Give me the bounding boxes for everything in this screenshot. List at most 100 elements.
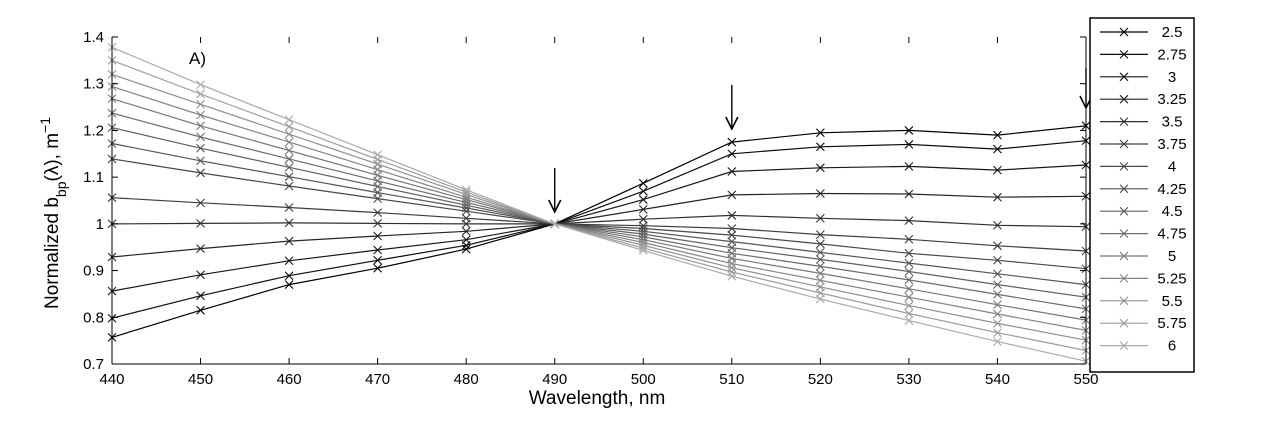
y-axis-title-mid: (λ), m — [42, 133, 63, 182]
plot-layer — [107, 42, 1091, 366]
data-point-4.25-540 — [993, 269, 1002, 279]
data-point-2.75-510 — [727, 149, 737, 159]
legend-label-4.5: 4.5 — [1162, 203, 1183, 220]
data-point-6-540 — [993, 337, 1002, 346]
series-line-5.75 — [111, 59, 1087, 352]
data-point-3-470 — [373, 245, 383, 255]
series-line-2.5 — [111, 125, 1087, 338]
data-point-2.5-540 — [993, 130, 1002, 140]
annotation-arrows — [548, 68, 1093, 214]
data-point-5.5-450 — [196, 99, 205, 109]
data-point-5.75-450 — [196, 89, 205, 99]
legend-swatch-marker-2.75 — [1119, 50, 1129, 59]
data-point-3.5-520 — [815, 213, 825, 223]
data-point-4.5-450 — [196, 143, 205, 153]
legend-swatch-marker-4.75 — [1119, 229, 1129, 238]
data-point-3-480 — [461, 235, 471, 245]
data-point-3.75-470 — [373, 208, 383, 218]
y-axis-title-base: Normalized b — [42, 197, 63, 309]
data-point-3-450 — [196, 270, 205, 280]
data-point-4.75-520 — [815, 261, 825, 271]
panel-label: A) — [189, 49, 206, 68]
data-point-3.25-500 — [638, 204, 648, 214]
y-axis-title-sup: −1 — [37, 117, 53, 133]
x-tick-label-520: 520 — [808, 371, 833, 388]
series-line-4.5 — [111, 127, 1087, 298]
data-point-4.5-460 — [284, 162, 294, 172]
x-axis-title: Wavelength, nm — [529, 388, 666, 409]
data-point-4.5-540 — [993, 280, 1002, 289]
legend-label-4.75: 4.75 — [1157, 226, 1186, 243]
data-point-6-490 — [550, 219, 560, 229]
legend-swatch-marker-5.25 — [1119, 274, 1129, 283]
x-tick-label-500: 500 — [631, 371, 656, 388]
data-point-2.75-500 — [638, 186, 648, 196]
data-point-2.5-480 — [461, 244, 471, 254]
data-point-4.75-530 — [904, 275, 914, 285]
x-tick-label-510: 510 — [719, 371, 744, 388]
series-line-3.25 — [111, 192, 1087, 258]
y-tick-label-1: 1 — [96, 216, 104, 233]
legend-swatch-marker-2.5 — [1119, 27, 1129, 37]
data-point-5-460 — [284, 146, 294, 155]
data-point-2.75-470 — [373, 255, 383, 265]
y-tick-label-1.4: 1.4 — [83, 29, 104, 46]
data-point-3.75-460 — [284, 203, 294, 212]
data-point-5.75-510 — [727, 267, 737, 277]
data-point-5.5-540 — [993, 318, 1002, 328]
data-point-3.25-470 — [373, 231, 383, 241]
x-tick-label-460: 460 — [277, 371, 302, 388]
series-line-3 — [111, 164, 1087, 292]
data-point-2.5-520 — [815, 128, 825, 138]
legend-swatch-marker-3 — [1119, 72, 1129, 82]
series-line-5 — [111, 98, 1087, 321]
legend: 2.5 2.75 3 3.25 3.5 3.75 4 4.25 4.5 4.75 5 5.25 5.5 5… — [1089, 17, 1195, 373]
data-point-5.25-460 — [284, 137, 294, 147]
data-point-3.25-460 — [284, 236, 294, 246]
data-point-5.75-530 — [904, 309, 914, 318]
data-point-5.5-530 — [904, 301, 914, 310]
y-axis-title-sub: bp — [53, 181, 69, 197]
data-point-5.25-530 — [904, 292, 914, 302]
data-point-6-530 — [904, 316, 914, 325]
data-point-5-450 — [196, 121, 205, 131]
data-point-5.25-450 — [196, 110, 205, 120]
legend-label-5.25: 5.25 — [1157, 270, 1186, 287]
arrow-head-510 — [725, 116, 739, 131]
data-point-4.5-530 — [904, 267, 914, 276]
data-point-2.5-450 — [196, 305, 205, 315]
data-point-3.75-530 — [904, 234, 914, 244]
data-point-4-520 — [815, 239, 825, 249]
x-tick-label-550: 550 — [1073, 371, 1098, 388]
data-point-4.5-520 — [815, 254, 825, 264]
data-point-3.5-540 — [993, 220, 1002, 230]
legend-label-4.25: 4.25 — [1157, 181, 1186, 198]
series-line-4.75 — [111, 112, 1087, 310]
data-point-3.5-510 — [727, 211, 737, 220]
data-point-4-530 — [904, 248, 914, 258]
data-point-5.75-460 — [284, 122, 294, 132]
legend-label-5.5: 5.5 — [1162, 293, 1183, 310]
data-point-4-540 — [993, 255, 1002, 265]
legend-swatch-marker-3.75 — [1119, 139, 1129, 149]
legend-swatch-marker-5.75 — [1119, 318, 1129, 328]
data-point-5.5-470 — [373, 159, 383, 169]
data-point-5.75-540 — [993, 328, 1002, 338]
data-point-6-510 — [727, 271, 737, 281]
x-tick-label-450: 450 — [188, 371, 213, 388]
data-point-5-540 — [993, 300, 1002, 310]
series-line-5.5 — [111, 73, 1087, 341]
data-point-3.75-520 — [815, 230, 825, 239]
data-point-4-510 — [727, 230, 737, 240]
data-point-5-520 — [815, 268, 825, 278]
legend-label-3.75: 3.75 — [1157, 136, 1186, 153]
data-point-3.5-470 — [373, 219, 383, 228]
data-point-3-510 — [727, 167, 737, 176]
data-point-3.5-530 — [904, 216, 914, 225]
x-tick-label-530: 530 — [896, 371, 921, 388]
data-point-2.5-530 — [904, 126, 914, 135]
data-point-4-460 — [284, 181, 294, 191]
data-point-5.75-470 — [373, 155, 383, 164]
legend-swatch-marker-3.5 — [1119, 117, 1129, 126]
data-point-2.5-470 — [373, 263, 383, 273]
